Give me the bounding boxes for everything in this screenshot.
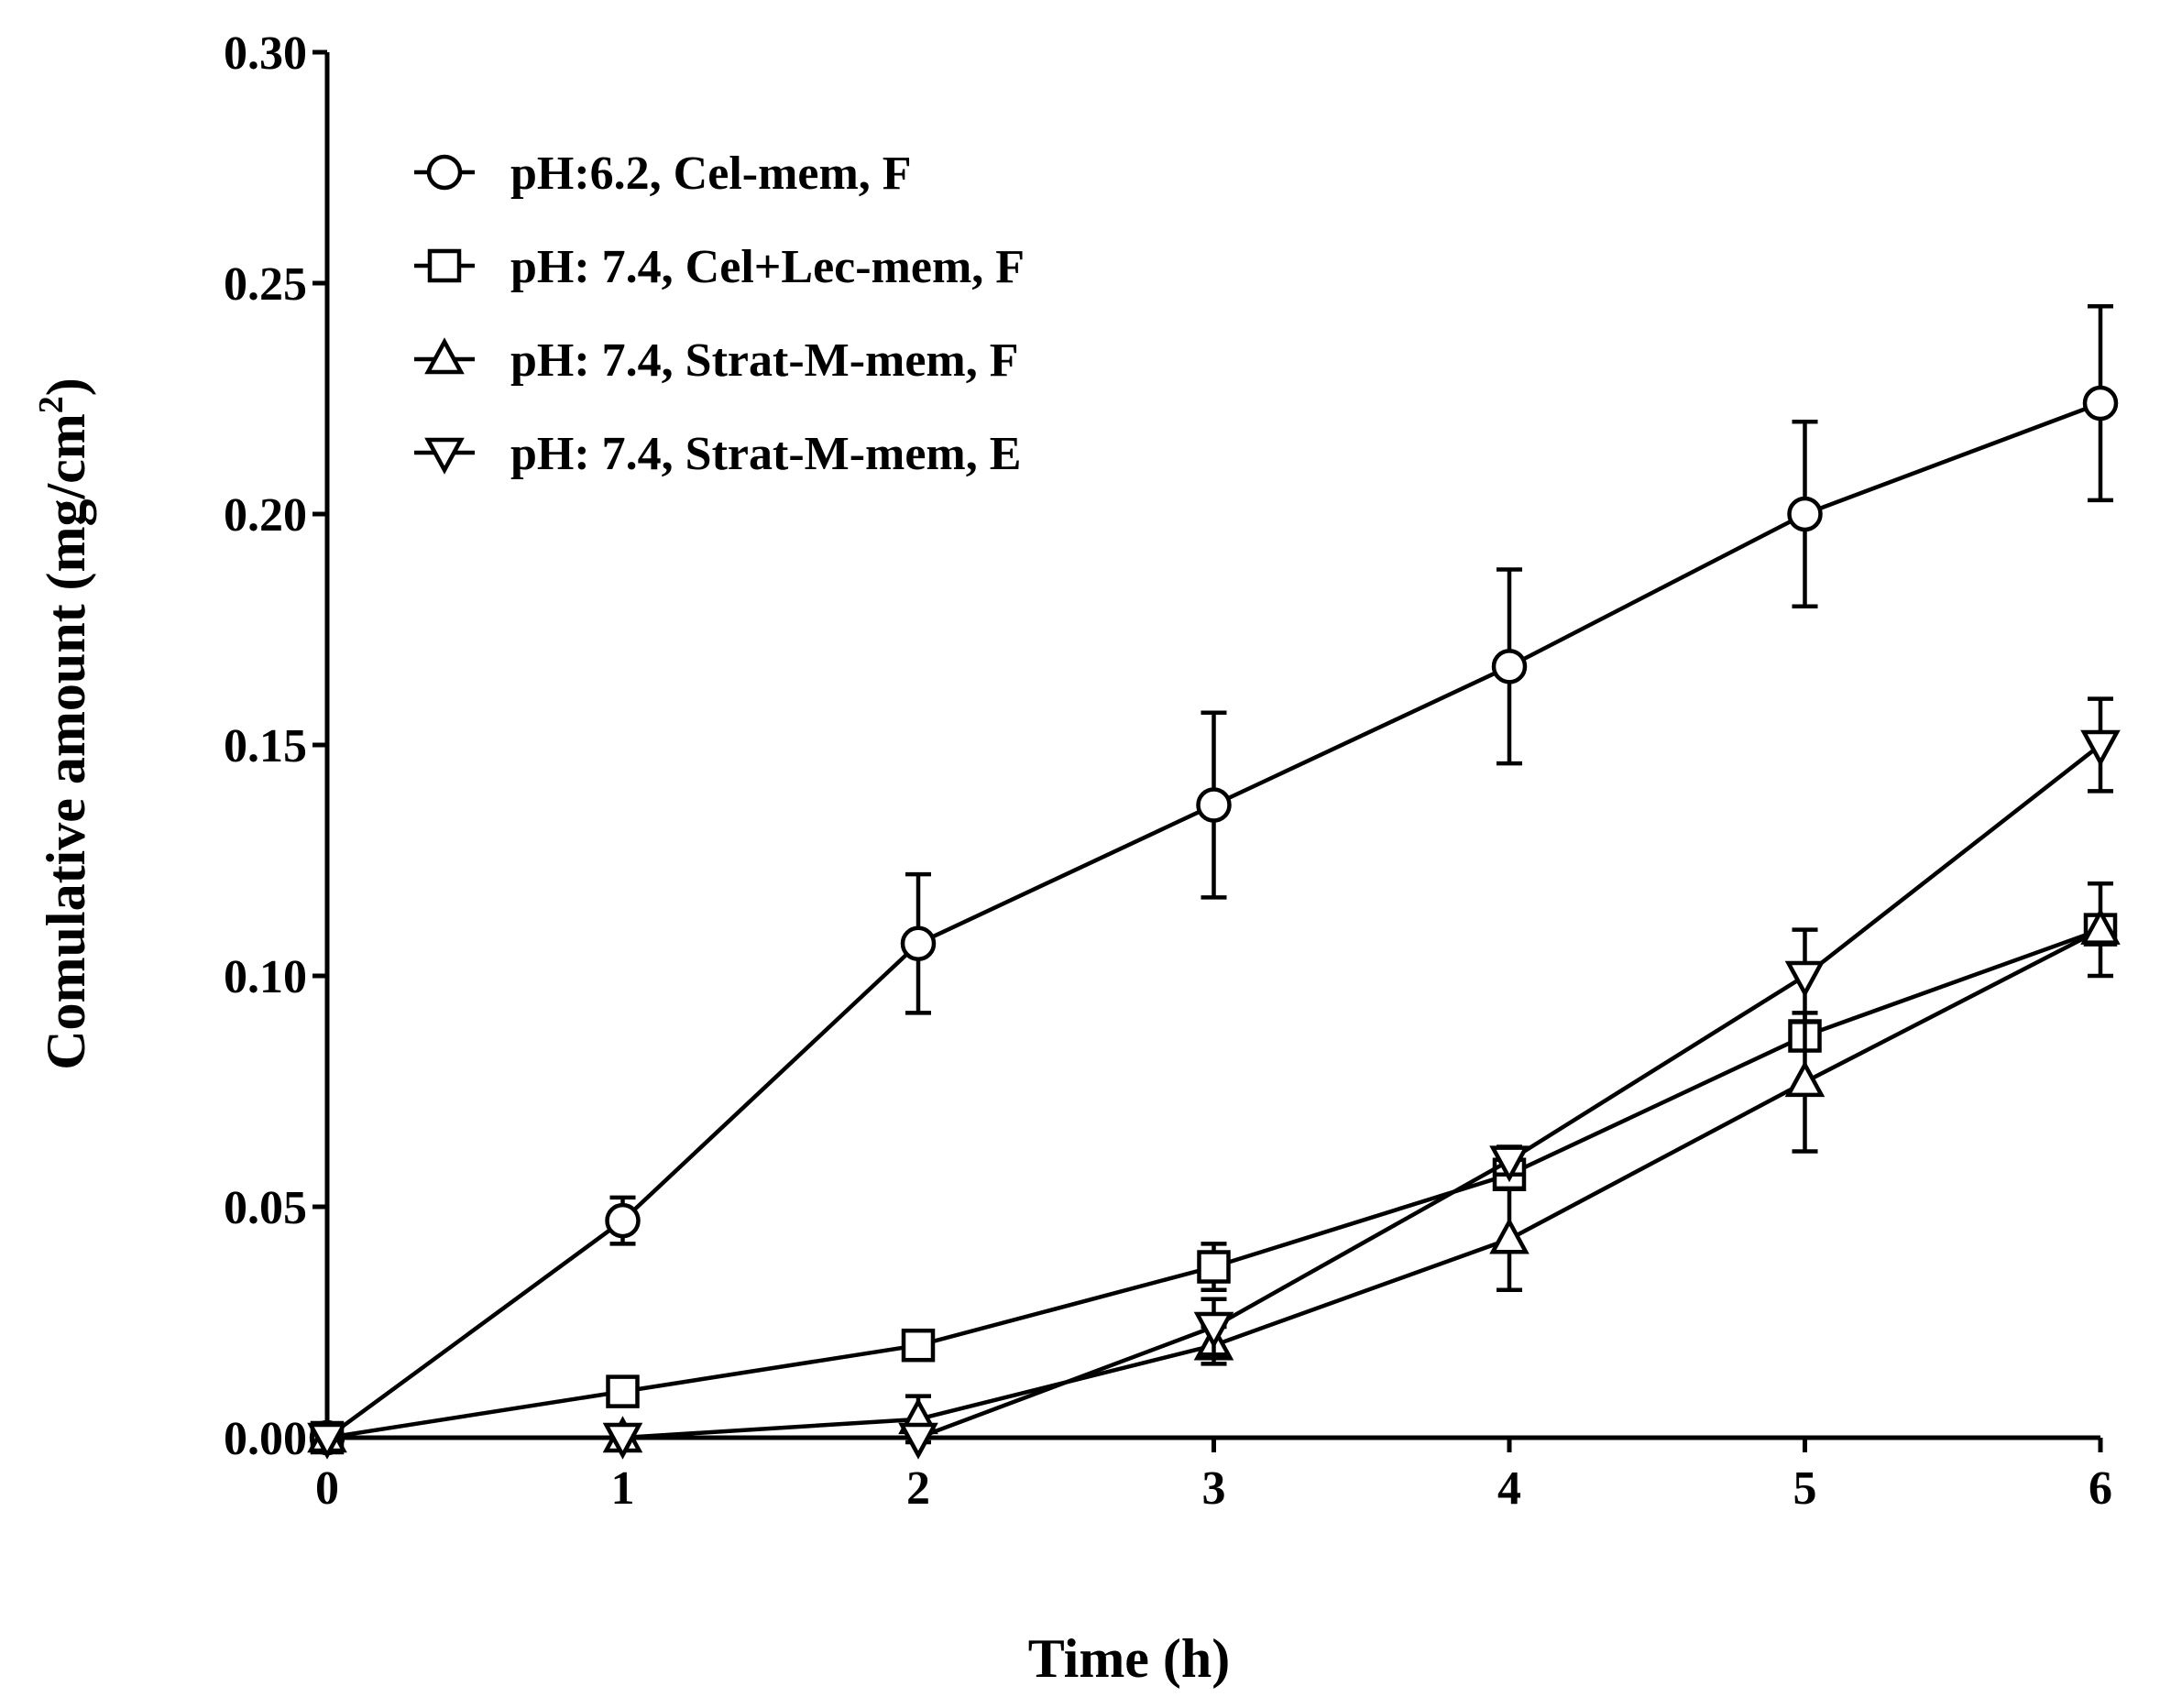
x-axis-label: Time (h) xyxy=(1028,1628,1231,1689)
x-tick-label: 0 xyxy=(315,1462,339,1515)
data-point xyxy=(1784,1060,1826,1098)
data-point xyxy=(1784,960,1826,998)
y-tick-label: 0.25 xyxy=(224,258,307,311)
data-point xyxy=(606,1374,640,1408)
legend-entry: pH:6.2, Cel-mem, F xyxy=(414,148,912,200)
data-point xyxy=(1196,787,1232,823)
x-tick-label: 2 xyxy=(906,1462,930,1515)
y-axis-label-main: Comulative amount (mg/cm xyxy=(36,413,96,1070)
legend-marker xyxy=(424,337,465,375)
legend-entry: pH: 7.4, Cel+Lec-mem, F xyxy=(414,241,1025,293)
data-point xyxy=(1787,496,1823,532)
series-square xyxy=(310,913,2118,1455)
x-tick-label: 3 xyxy=(1202,1462,1226,1515)
legend-label: pH: 7.4, Strat-M-mem, E xyxy=(510,428,1021,480)
data-point xyxy=(901,1328,936,1363)
data-point xyxy=(2082,385,2119,422)
legend-entry: pH: 7.4, Strat-M-mem, F xyxy=(414,334,1019,387)
axes: 0.00 0.05 0.10 0.15 0.20 0.25 0.30 0 1 2 3 4 5 6 xyxy=(224,27,2112,1515)
data-point xyxy=(602,1422,643,1460)
series-triangle-up xyxy=(307,881,2121,1453)
data-point xyxy=(2080,729,2121,767)
legend: pH:6.2, Cel-mem, F pH: 7.4, Cel+Lec-mem, … xyxy=(414,148,1025,480)
x-tick-label: 6 xyxy=(2089,1462,2112,1515)
y-tick-label: 0.05 xyxy=(224,1182,307,1234)
data-point xyxy=(307,1422,347,1460)
x-tick-label: 5 xyxy=(1793,1462,1817,1515)
legend-marker xyxy=(427,248,462,283)
data-point xyxy=(898,1422,938,1460)
data-point xyxy=(605,1202,641,1239)
legend-marker xyxy=(426,154,463,191)
legend-label: pH: 7.4, Strat-M-mem, F xyxy=(510,334,1019,387)
x-tick-label: 1 xyxy=(611,1462,635,1515)
y-tick-label: 0.15 xyxy=(224,720,307,772)
x-tick-label: 4 xyxy=(1497,1462,1521,1515)
legend-label: pH: 7.4, Cel+Lec-mem, F xyxy=(510,241,1025,293)
y-tick-label: 0.20 xyxy=(224,489,307,542)
y-axis-label-suffix: ) xyxy=(36,378,96,396)
data-point xyxy=(1197,1250,1231,1284)
data-point xyxy=(900,925,937,961)
y-axis-label: Comulative amount (mg/cm2) xyxy=(32,378,96,1070)
series-layer xyxy=(307,303,2121,1460)
series-triangle-down xyxy=(307,696,2121,1460)
y-tick-label: 0.00 xyxy=(224,1413,307,1465)
legend-label: pH:6.2, Cel-mem, F xyxy=(510,148,912,200)
data-point xyxy=(2080,907,2121,945)
data-point xyxy=(1489,1217,1530,1254)
y-tick-label: 0.10 xyxy=(224,951,307,1003)
data-point xyxy=(1193,1311,1234,1349)
y-axis-label-superscript: 2 xyxy=(32,396,71,413)
data-point xyxy=(1491,649,1528,684)
legend-marker xyxy=(424,437,465,475)
y-tick-label: 0.30 xyxy=(224,27,307,80)
data-point xyxy=(1489,1145,1530,1183)
legend-entry: pH: 7.4, Strat-M-mem, E xyxy=(414,428,1021,480)
